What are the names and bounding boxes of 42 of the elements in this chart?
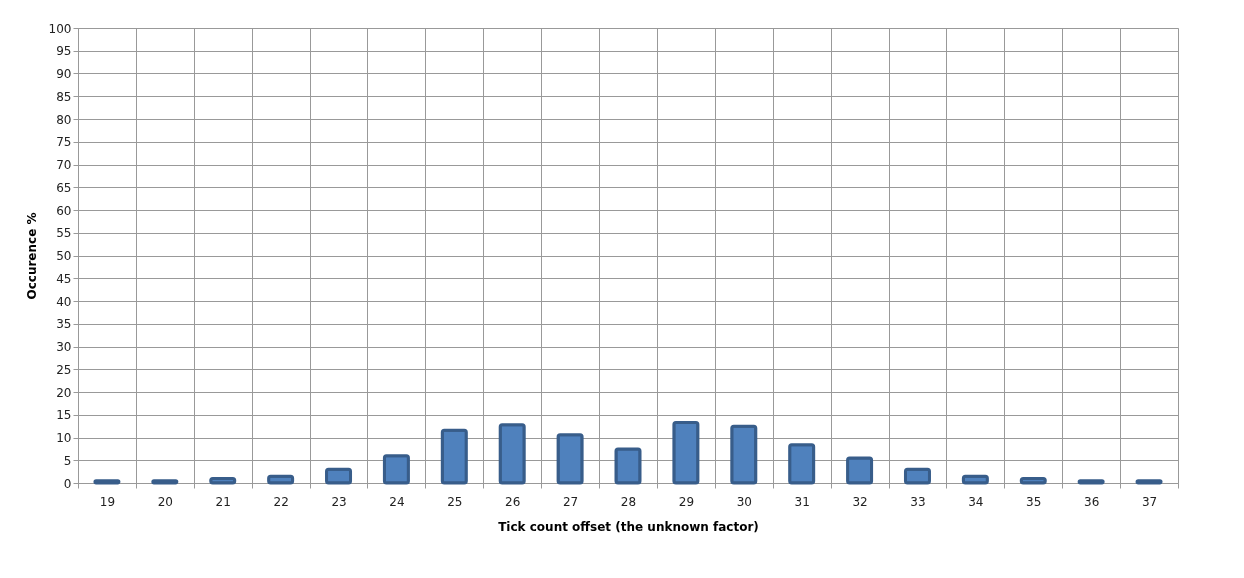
x-tick-label: 25 [447,494,463,509]
x-tick-label: 24 [389,494,405,509]
y-tick-label: 85 [56,89,72,104]
y-tick-label: 45 [56,271,72,286]
x-tick-label: 21 [215,494,231,509]
y-tick-label: 65 [56,180,72,195]
x-tick-label: 34 [968,494,984,509]
x-tick-label: 36 [1084,494,1100,509]
x-tick-label: 33 [910,494,926,509]
y-tick-label: 55 [56,226,72,241]
y-tick-label: 95 [56,44,72,59]
y-tick-label: 90 [56,67,72,81]
x-tick-label: 35 [1026,494,1042,509]
y-tick-label: 25 [56,362,72,377]
y-tick-label: 70 [56,158,72,172]
y-tick-label: 30 [56,340,72,354]
y-tick-label: 60 [56,203,72,218]
y-tick-label: 20 [56,385,72,400]
x-tick-label: 37 [1141,494,1158,509]
y-tick-label: 50 [56,249,72,263]
y-tick-label: 15 [56,408,72,423]
y-tick-label: 80 [56,112,72,127]
y-tick-label: 35 [56,317,72,332]
y-tick-label: 5 [63,453,72,468]
x-tick-label: 26 [505,494,521,509]
x-tick-label: 19 [99,494,116,509]
x-tick-label: 29 [678,494,695,509]
y-tick-label: 75 [56,135,72,150]
x-tick-label: 31 [794,494,810,509]
x-tick-label: 27 [562,494,579,509]
x-tick-label: 32 [852,494,868,509]
x-tick-label: 28 [620,494,637,509]
x-tick-label: 22 [273,494,289,509]
y-tick-label: 100 [48,21,72,36]
x-tick-label: 23 [331,494,347,509]
y-tick-label: 0 [63,476,72,491]
x-axis-title: Tick count offset (the unknown factor) [498,519,759,534]
x-tick-label: 30 [736,494,752,509]
x-tick-label: 20 [157,494,173,509]
y-tick-label: 10 [56,431,72,445]
y-axis-title: Occurence % [24,212,39,300]
y-tick-label: 40 [56,294,72,309]
